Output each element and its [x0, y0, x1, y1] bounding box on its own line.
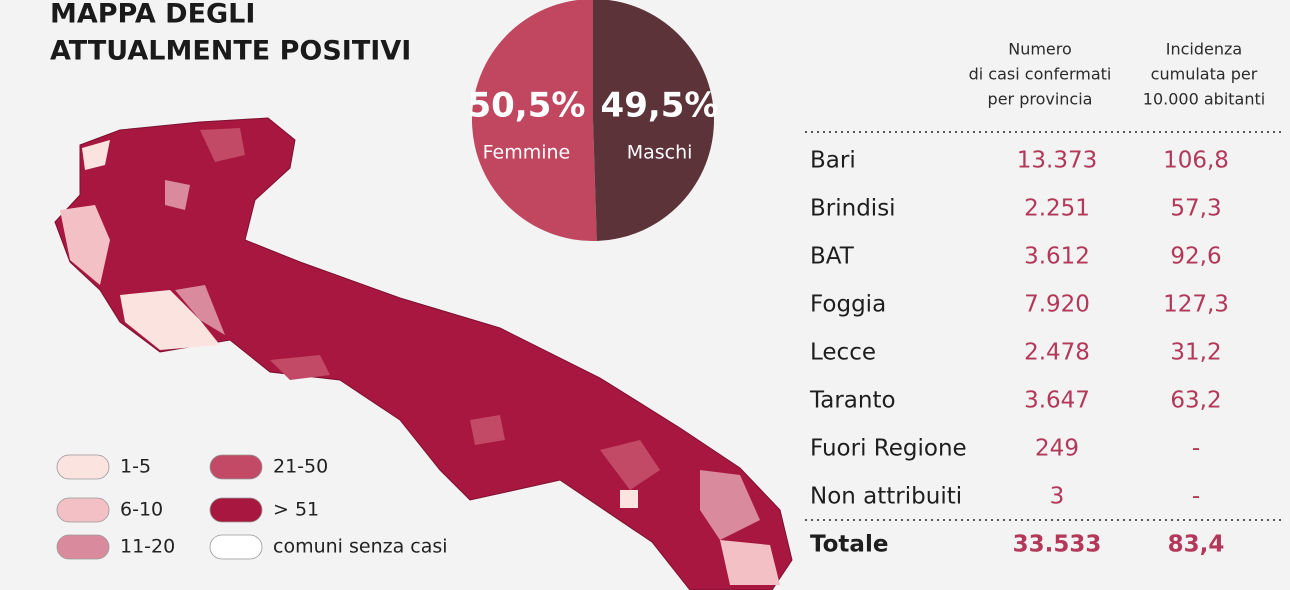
cell: 92,6 — [1170, 244, 1221, 270]
cell: 7.920 — [1024, 292, 1090, 318]
column-header: 10.000 abitanti — [1143, 90, 1265, 109]
cell: 31,2 — [1170, 340, 1221, 366]
area — [175, 285, 225, 335]
slice-value-label: 49,5% — [601, 86, 719, 126]
column-header: per provincia — [988, 90, 1093, 109]
legend-label: 6-10 — [120, 499, 163, 521]
total-cell: 83,4 — [1168, 532, 1225, 558]
legend-swatch — [209, 534, 263, 560]
legend-label: 1-5 — [120, 456, 151, 478]
map — [54, 117, 793, 590]
table: Numero di casi confermati per provincia … — [805, 40, 1285, 558]
pie-slice — [593, 0, 714, 241]
title-line: MAPPA DEGLI — [50, 0, 255, 30]
table-body: Bari 13.373 106,8 Brindisi 2.251 57,3 BAT 3.612… — [809, 148, 1229, 510]
legend-swatch — [56, 497, 110, 523]
legend-label: comuni senza casi — [273, 536, 448, 558]
column-header: di casi confermati — [969, 65, 1112, 84]
legend-label: 11-20 — [120, 536, 175, 558]
pie-chart: 50,5% Femmine 49,5% Maschi — [467, 0, 719, 241]
region-shape — [54, 117, 793, 590]
row-label: Foggia — [810, 292, 886, 318]
area — [270, 355, 330, 380]
cell: 106,8 — [1163, 148, 1229, 174]
title-line: ATTUALMENTE POSITIVI — [50, 36, 411, 67]
row-label: BAT — [810, 244, 855, 270]
cell: - — [1192, 436, 1200, 462]
column-header: Incidenza — [1166, 40, 1242, 59]
legend-label: > 51 — [273, 499, 319, 521]
area — [620, 490, 638, 508]
legend: 1-5 6-10 11-20 21-50 > 51 comuni senza casi — [56, 454, 448, 560]
slice-value-label: 50,5% — [467, 86, 585, 126]
row-label: Brindisi — [810, 196, 896, 222]
column-header: Numero — [1008, 40, 1072, 59]
area — [600, 440, 660, 490]
area — [470, 415, 505, 445]
row-label: Lecce — [810, 340, 876, 366]
cell: 2.251 — [1024, 196, 1090, 222]
cell: 13.373 — [1017, 148, 1097, 174]
row-label: Non attribuiti — [810, 484, 962, 510]
row-label: Fuori Regione — [810, 436, 967, 462]
area — [120, 290, 220, 350]
slice-name-label: Femmine — [483, 142, 571, 164]
total-label: Totale — [810, 532, 888, 558]
cell: 249 — [1035, 436, 1079, 462]
legend-swatch — [56, 454, 110, 480]
area — [82, 140, 110, 170]
area — [60, 205, 110, 285]
slice-name-label: Maschi — [627, 142, 693, 164]
area — [720, 540, 780, 585]
area — [200, 128, 245, 162]
cell: 3 — [1050, 484, 1065, 510]
legend-label: 21-50 — [273, 456, 328, 478]
column-header: cumulata per — [1151, 65, 1258, 84]
cell: 57,3 — [1170, 196, 1221, 222]
row-label: Bari — [810, 148, 856, 174]
legend-swatch — [56, 534, 110, 560]
cell: 127,3 — [1163, 292, 1229, 318]
cell: 2.478 — [1024, 340, 1090, 366]
legend-swatch — [209, 454, 263, 480]
total-cell: 33.533 — [1013, 532, 1102, 558]
cell: 3.647 — [1024, 388, 1090, 414]
pie-slice — [472, 0, 597, 241]
legend-swatch — [209, 497, 263, 523]
area — [700, 470, 760, 540]
area — [165, 180, 190, 210]
row-label: Taranto — [809, 388, 896, 414]
cell: - — [1192, 484, 1200, 510]
cell: 63,2 — [1170, 388, 1221, 414]
cell: 3.612 — [1024, 244, 1090, 270]
